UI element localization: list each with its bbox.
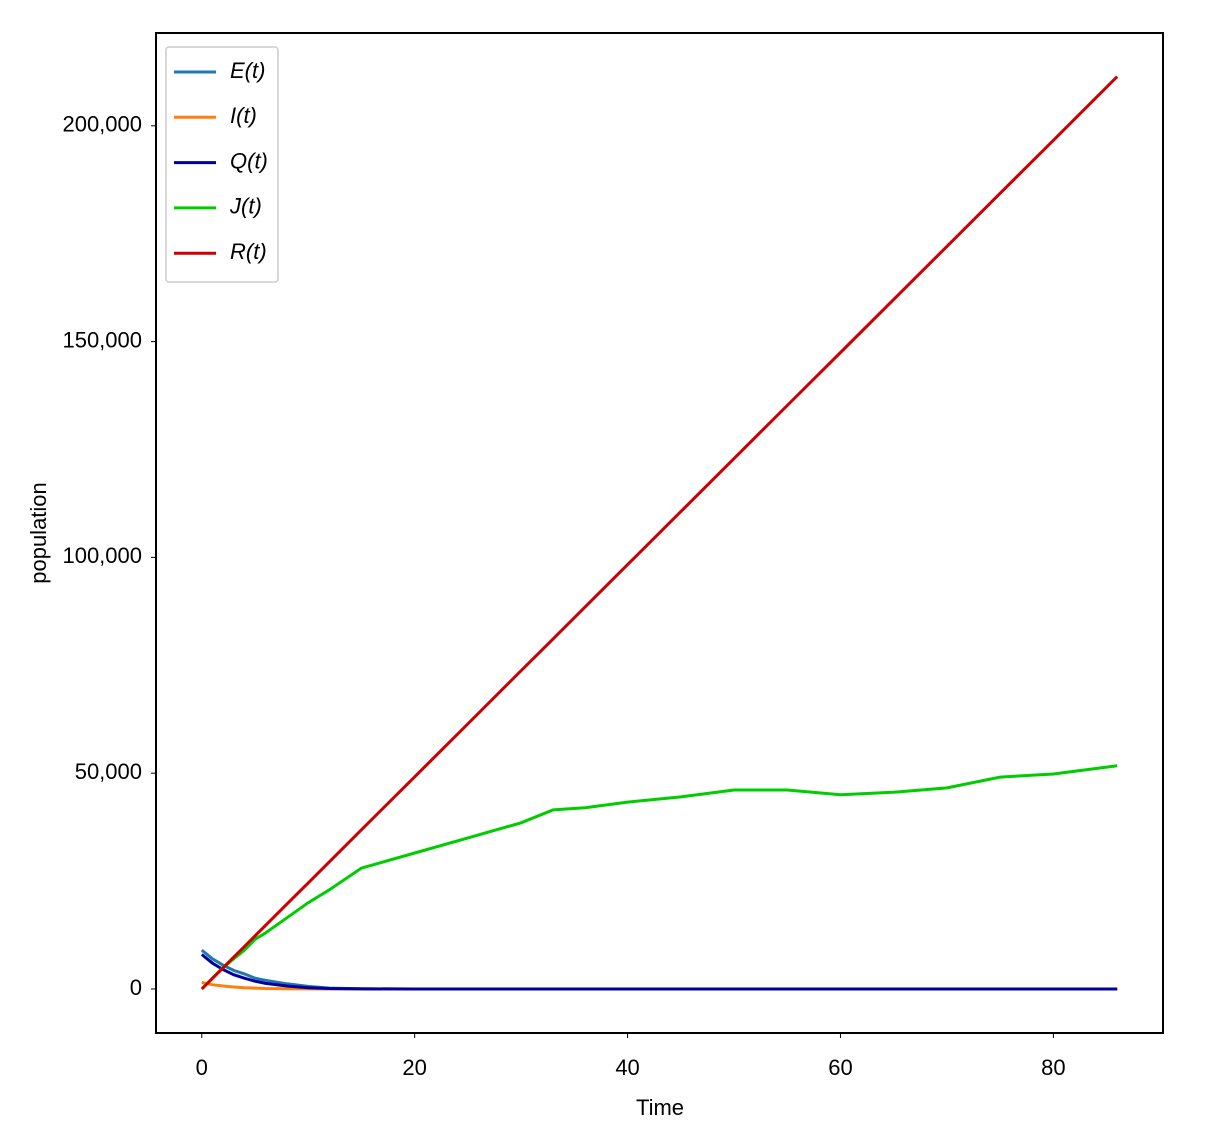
x-tick-label: 20: [402, 1055, 426, 1080]
legend-label: E(t): [230, 58, 265, 83]
legend-label: Q(t): [230, 148, 268, 173]
x-axis-label: Time: [636, 1095, 684, 1120]
legend-label: I(t): [230, 103, 257, 128]
legend-label: R(t): [230, 239, 267, 264]
plot-frame: [155, 32, 1164, 1034]
y-tick-label: 0: [130, 975, 142, 1000]
x-tick-label: 40: [615, 1055, 639, 1080]
y-axis-label: population: [26, 482, 51, 584]
x-tick-label: 0: [196, 1055, 208, 1080]
y-tick-label: 100,000: [62, 543, 142, 568]
x-tick-label: 80: [1041, 1055, 1065, 1080]
y-tick-label: 150,000: [62, 327, 142, 352]
x-tick-label: 60: [828, 1055, 852, 1080]
series-line: [200, 75, 1119, 991]
legend: E(t) I(t) Q(t) J(t) R(t): [165, 46, 279, 283]
series-line: [200, 953, 1118, 991]
y-tick-label: 50,000: [75, 759, 142, 784]
legend-box: [165, 46, 279, 283]
series-line: [200, 764, 1118, 991]
legend-label: J(t): [229, 194, 262, 219]
series-line: [200, 948, 1118, 991]
y-tick-label: 200,000: [62, 112, 142, 137]
